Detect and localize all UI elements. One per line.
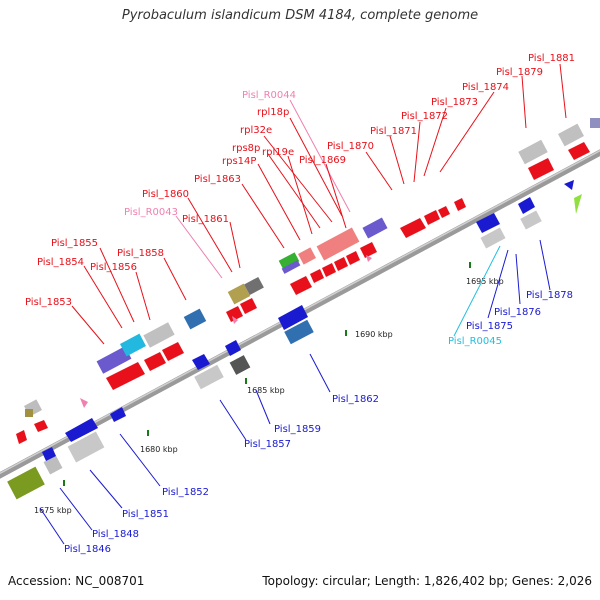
scale-ticks: 1675 kbp 1680 kbp 1685 kbp 1690 kbp 1695… <box>34 262 504 515</box>
gene-label-pisl-1858[interactable]: Pisl_1858 <box>117 248 164 259</box>
gene-label-pisl-1852[interactable]: Pisl_1852 <box>162 487 209 498</box>
tick-label-1690: 1690 kbp <box>355 330 393 339</box>
gene-label-pisl-1851[interactable]: Pisl_1851 <box>122 509 169 520</box>
gene-labels: Pisl_1881 Pisl_1879 Pisl_1874 Pisl_1873 … <box>25 53 575 555</box>
gene-label-pisl-1874[interactable]: Pisl_1874 <box>462 82 509 93</box>
gene-label-pisl-1860[interactable]: Pisl_1860 <box>142 189 189 200</box>
gene-label-pisl-1871[interactable]: Pisl_1871 <box>370 126 417 137</box>
gene-label-pisl-1879[interactable]: Pisl_1879 <box>496 67 543 78</box>
gene-label-rps8p[interactable]: rps8p <box>232 143 260 154</box>
tick-label-1695: 1695 kbp <box>466 277 504 286</box>
gene-label-rps14p[interactable]: rps14P <box>222 156 256 167</box>
genome-summary-footer: Topology: circular; Length: 1,826,402 bp… <box>262 574 592 588</box>
gene-label-pisl-r0044[interactable]: Pisl_R0044 <box>242 90 296 101</box>
gene-label-rpl18p[interactable]: rpl18p <box>257 107 289 118</box>
gene-label-pisl-1859[interactable]: Pisl_1859 <box>274 424 321 435</box>
accession-footer: Accession: NC_008701 <box>8 574 145 588</box>
gene-label-pisl-1846[interactable]: Pisl_1846 <box>64 544 111 555</box>
gene-label-pisl-1881[interactable]: Pisl_1881 <box>528 53 575 64</box>
gene-label-pisl-r0045[interactable]: Pisl_R0045 <box>448 336 502 347</box>
leader-lines <box>39 63 567 545</box>
gene-features <box>7 118 600 500</box>
gene-label-pisl-1861[interactable]: Pisl_1861 <box>182 214 229 225</box>
gene-label-pisl-1876[interactable]: Pisl_1876 <box>494 307 541 318</box>
tick-label-1685: 1685 kbp <box>247 386 285 395</box>
gene-label-pisl-1872[interactable]: Pisl_1872 <box>401 111 448 122</box>
gene-label-rpl32e[interactable]: rpl32e <box>240 125 272 136</box>
genome-title: Pyrobaculum islandicum DSM 4184, complet… <box>121 8 479 23</box>
gene-label-pisl-1869[interactable]: Pisl_1869 <box>299 155 346 166</box>
gene-label-rpl19e[interactable]: rpl19e <box>262 147 294 158</box>
tick-label-1675: 1675 kbp <box>34 506 72 515</box>
gene-label-pisl-1873[interactable]: Pisl_1873 <box>431 97 478 108</box>
gene-label-pisl-1855[interactable]: Pisl_1855 <box>51 238 98 249</box>
gene-label-pisl-1853[interactable]: Pisl_1853 <box>25 297 72 308</box>
gene-label-pisl-1875[interactable]: Pisl_1875 <box>466 321 513 332</box>
gene-label-pisl-1863[interactable]: Pisl_1863 <box>194 174 241 185</box>
gene-label-pisl-r0043[interactable]: Pisl_R0043 <box>124 207 178 218</box>
gene-label-pisl-1856[interactable]: Pisl_1856 <box>90 262 137 273</box>
gene-label-pisl-1857[interactable]: Pisl_1857 <box>244 439 291 450</box>
tick-label-1680: 1680 kbp <box>140 445 178 454</box>
gene-label-pisl-1870[interactable]: Pisl_1870 <box>327 141 374 152</box>
gene-label-pisl-1878[interactable]: Pisl_1878 <box>526 290 573 301</box>
gene-label-pisl-1854[interactable]: Pisl_1854 <box>37 257 84 268</box>
gene-label-pisl-1862[interactable]: Pisl_1862 <box>332 394 379 405</box>
gene-label-pisl-1848[interactable]: Pisl_1848 <box>92 529 139 540</box>
